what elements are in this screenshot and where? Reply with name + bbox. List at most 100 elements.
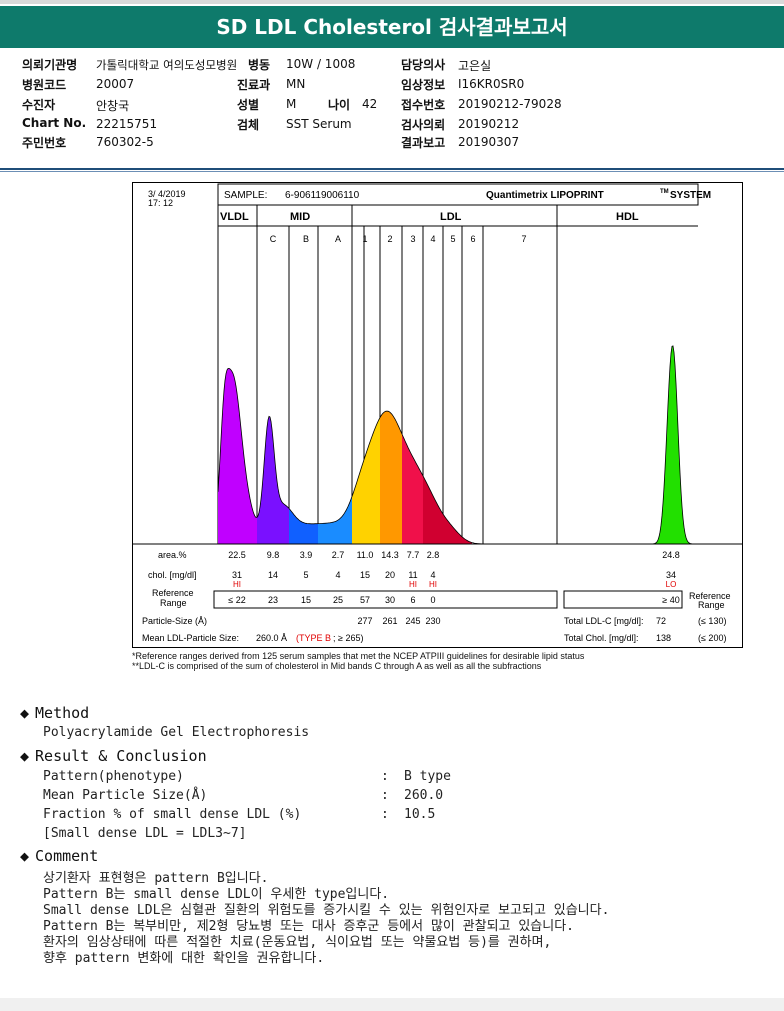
rrn-value: 760302-5 (96, 135, 154, 149)
mean-size-ref: ; ≥ 265) (333, 633, 363, 643)
band-label-b: B (303, 234, 309, 244)
doctor-value: 고은실 (458, 59, 492, 73)
total-ldl-label: Total LDL-C [mg/dl]: (564, 616, 644, 626)
band-label-1: 1 (362, 234, 367, 244)
area-value: 3.9 (300, 550, 313, 560)
chol-value: 20 (385, 570, 395, 580)
result-fraction-label: Fraction % of small dense LDL (%) (43, 807, 302, 822)
mid-a-area (318, 496, 352, 544)
ref-value: 57 (360, 595, 370, 605)
area-value: 2.7 (332, 550, 345, 560)
clinical-label: 임상정보 (401, 78, 446, 92)
particle-size-value: 245 (405, 616, 420, 626)
particle-size-label: Particle-Size (Å) (142, 616, 207, 626)
area-value: 14.3 (381, 550, 399, 560)
ref-value: ≥ 40 (662, 595, 679, 605)
area-value: 2.8 (427, 550, 440, 560)
result-colon: : (381, 769, 389, 784)
dept-label: 진료과 (237, 78, 271, 92)
result-fraction-value: 10.5 (404, 807, 436, 822)
group-mid: MID (290, 211, 310, 223)
mean-size-label: Mean LDL-Particle Size: (142, 633, 239, 643)
chol-value: 4 (335, 570, 340, 580)
particle-size-value: 261 (382, 616, 397, 626)
band-label-5: 5 (450, 234, 455, 244)
area-row-label: area.% (158, 550, 187, 560)
area-value: 9.8 (267, 550, 280, 560)
chart-no-value: 22215751 (96, 117, 158, 131)
chol-value: 11 (408, 570, 417, 580)
hospital-code-label: 병원코드 (22, 78, 67, 92)
chol-value: 4 (430, 570, 435, 580)
diamond-icon: ◆ (20, 747, 30, 765)
mid-c-area (257, 416, 289, 544)
result-heading: ◆ Result & Conclusion (20, 747, 207, 765)
flag-value: HI (409, 580, 417, 589)
mean-size-type: (TYPE B (296, 633, 331, 643)
diamond-icon: ◆ (20, 704, 30, 722)
band-labels: C B A 1 2 3 4 5 6 7 (270, 234, 527, 244)
mid-b-area (289, 508, 318, 544)
group-hdl: HDL (616, 211, 639, 223)
band-label-a: A (335, 234, 341, 244)
particle-size-value: 230 (425, 616, 440, 626)
group-ldl: LDL (440, 211, 462, 223)
band-label-c: C (270, 234, 277, 244)
ref-value: 23 (268, 595, 278, 605)
ref-value: ≤ 22 (228, 595, 245, 605)
band-label-3: 3 (410, 234, 415, 244)
comment-line: Small dense LDL은 심혈관 질환의 위험도를 증가시킬 수 있는 … (43, 903, 610, 918)
sample-id: 6-906119006110 (285, 190, 360, 201)
report-value: 20190307 (458, 135, 520, 149)
band-label-6: 6 (470, 234, 475, 244)
result-colon: : (381, 788, 389, 803)
group-vldl: VLDL (220, 211, 249, 223)
system-name: Quantimetrix LIPOPRINT (486, 190, 604, 201)
ldl1-area (352, 417, 380, 544)
top-border (0, 0, 784, 4)
mean-size-value: 260.0 Å (256, 633, 287, 643)
ref-value: 15 (301, 595, 311, 605)
footnote-2: **LDL-C is comprised of the sum of chole… (132, 661, 542, 671)
age-value: 42 (362, 97, 378, 111)
hdl-area (632, 345, 698, 544)
specimen-label: 검체 (237, 118, 260, 132)
total-chol-ref: (≤ 200) (698, 633, 726, 643)
request-label: 검사의뢰 (401, 118, 446, 132)
section-divider (0, 168, 784, 170)
result-note: [Small dense LDL = LDL3~7] (43, 826, 247, 841)
doctor-label: 담당의사 (401, 58, 446, 72)
ldl4-area (423, 475, 472, 544)
electropherogram-curves (217, 345, 698, 545)
ref-row-label-1: Reference (152, 588, 194, 598)
ldl3-area (402, 434, 423, 544)
sex-value: M (286, 97, 297, 111)
comment-line: 향후 pattern 변화에 대한 확인을 권유합니다. (43, 951, 325, 966)
result-colon: : (381, 807, 389, 822)
institution-value: 가톨릭대학교 여의도성모병원 (96, 58, 238, 72)
report-label: 결과보고 (401, 136, 446, 150)
clinical-value: I16KR0SR0 (458, 77, 525, 91)
particle-size-value: 277 (357, 616, 372, 626)
ward-label: 병동 (248, 58, 271, 72)
band-label-2: 2 (387, 234, 392, 244)
chol-value: 15 (360, 570, 370, 580)
ref-value: 6 (410, 595, 415, 605)
report-title: SD LDL Cholesterol 검사결과보고서 (0, 6, 784, 48)
chol-value: 5 (303, 570, 308, 580)
chart-date: 3/ 4/2019 (148, 189, 186, 199)
method-heading: ◆ Method (20, 704, 90, 722)
total-ldl-ref: (≤ 130) (698, 616, 726, 626)
band-label-4: 4 (430, 234, 435, 244)
footnote-1: *Reference ranges derived from 125 serum… (132, 651, 585, 661)
ref-right-label-2: Range (698, 600, 725, 610)
rrn-label: 주민번호 (22, 136, 67, 150)
ref-value: 30 (385, 595, 395, 605)
lipoprint-svg: 3/ 4/2019 17: 12 SAMPLE: 6-906119006110 … (132, 182, 743, 648)
comment-line: Pattern B는 복부비만, 제2형 당뇨병 또는 대사 증후군 등에서 많… (43, 919, 574, 934)
specimen-value: SST Serum (286, 117, 352, 131)
ldl2-area (380, 411, 402, 544)
hospital-code-value: 20007 (96, 77, 135, 91)
flag-value: LO (666, 580, 677, 589)
